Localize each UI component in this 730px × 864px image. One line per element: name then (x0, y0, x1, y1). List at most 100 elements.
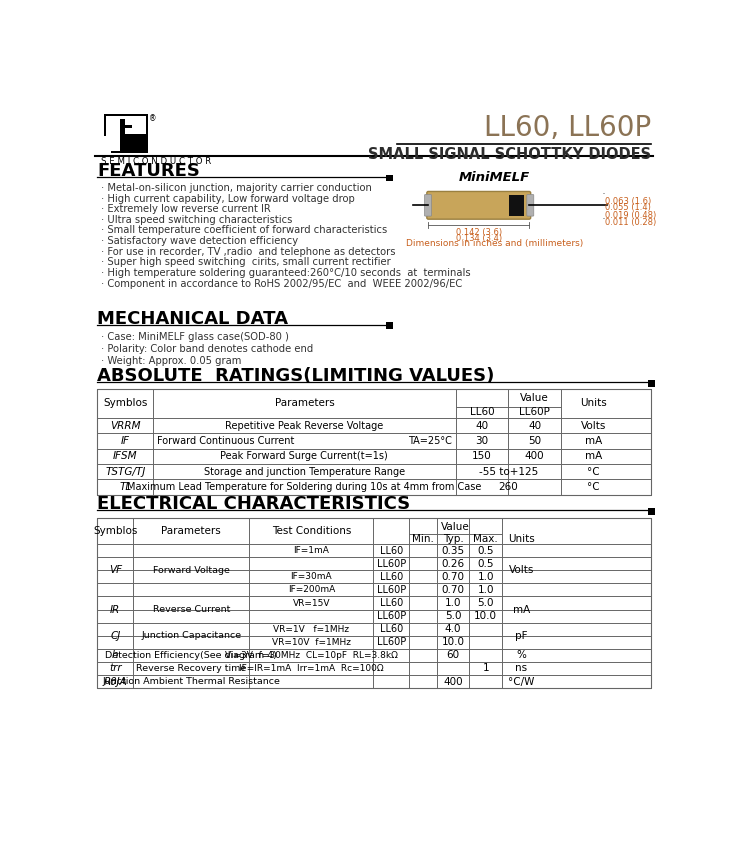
Bar (97, 518, 651, 688)
Text: 1.0: 1.0 (477, 572, 494, 581)
Text: IR: IR (110, 605, 120, 614)
Text: 0.055 (1.4): 0.055 (1.4) (605, 203, 651, 212)
Text: VF: VF (109, 565, 122, 575)
Polygon shape (106, 116, 145, 150)
Text: h: h (112, 651, 118, 660)
Text: 0.019 (0.48): 0.019 (0.48) (605, 212, 656, 220)
Text: Vi=3V  f=30MHz  CL=10pF  RL=3.8kΩ: Vi=3V f=30MHz CL=10pF RL=3.8kΩ (225, 651, 398, 660)
Text: IF=1mA: IF=1mA (293, 546, 329, 556)
Bar (648, 380, 655, 387)
Text: VRRM: VRRM (110, 421, 141, 430)
Text: IF: IF (121, 436, 130, 446)
Text: Units: Units (508, 534, 535, 543)
Text: %: % (516, 651, 526, 660)
Text: IF=200mA: IF=200mA (288, 586, 335, 594)
Bar (103, 113, 147, 153)
Text: CJ: CJ (110, 631, 120, 641)
Text: 50: 50 (528, 436, 541, 446)
Text: Peak Forward Surge Current(t=1s): Peak Forward Surge Current(t=1s) (220, 451, 388, 461)
Text: 0.142 (3.6): 0.142 (3.6) (456, 227, 502, 237)
Text: · Weight: Approx. 0.05 gram: · Weight: Approx. 0.05 gram (101, 356, 241, 366)
Text: VR=10V  f=1MHz: VR=10V f=1MHz (272, 638, 351, 647)
Text: Detection Efficiency(See diagram 4): Detection Efficiency(See diagram 4) (105, 651, 277, 660)
Text: Junction Ambient Thermal Resistance: Junction Ambient Thermal Resistance (102, 677, 280, 686)
Text: 0.134 (3.4): 0.134 (3.4) (456, 234, 502, 243)
Text: · Component in accordance to RoHS 2002/95/EC  and  WEEE 2002/96/EC: · Component in accordance to RoHS 2002/9… (101, 278, 462, 289)
Text: · Case: MiniMELF glass case(SOD-80 ): · Case: MiniMELF glass case(SOD-80 ) (101, 332, 288, 341)
Text: 0.26: 0.26 (442, 559, 465, 569)
Text: · Polarity: Color band denotes cathode end: · Polarity: Color band denotes cathode e… (101, 344, 312, 354)
Text: LL60P: LL60P (377, 559, 406, 569)
Text: Min.: Min. (412, 534, 434, 543)
Text: 1.0: 1.0 (445, 598, 461, 608)
Text: · High current capability, Low forward voltage drop: · High current capability, Low forward v… (101, 194, 354, 204)
Text: VR=1V   f=1MHz: VR=1V f=1MHz (273, 625, 350, 633)
Text: °C/W: °C/W (508, 677, 534, 687)
Text: LL60, LL60P: LL60, LL60P (483, 114, 651, 143)
Text: RθJA: RθJA (104, 677, 127, 687)
Text: ELECTRICAL CHARACTERISTICS: ELECTRICAL CHARACTERISTICS (97, 495, 411, 513)
Text: TL: TL (119, 482, 131, 492)
Text: 0.5: 0.5 (477, 546, 494, 556)
Text: pF: pF (515, 631, 528, 641)
Text: °C: °C (587, 482, 600, 492)
Text: 60: 60 (447, 651, 460, 660)
Text: 0.35: 0.35 (442, 546, 465, 556)
Text: LL60: LL60 (380, 572, 403, 581)
Text: · Extremely low reverse current IR: · Extremely low reverse current IR (101, 204, 270, 214)
Text: · Satisfactory wave detection efficiency: · Satisfactory wave detection efficiency (101, 236, 298, 246)
Text: 10.0: 10.0 (474, 611, 497, 621)
Text: Value: Value (520, 393, 549, 403)
FancyBboxPatch shape (527, 194, 534, 216)
Bar (123, 115, 134, 132)
Text: TA=25°C: TA=25°C (409, 436, 453, 446)
Text: · For use in recorder, TV ,radio  and telephone as detectors: · For use in recorder, TV ,radio and tel… (101, 247, 395, 257)
Text: ABSOLUTE  RATINGS(LIMITING VALUES): ABSOLUTE RATINGS(LIMITING VALUES) (97, 367, 495, 385)
Text: LL60P: LL60P (519, 407, 550, 417)
Text: 0.5: 0.5 (477, 559, 494, 569)
Text: mA: mA (585, 436, 602, 446)
Text: 400: 400 (525, 451, 545, 461)
Text: 0.063 (1.6): 0.063 (1.6) (605, 197, 651, 206)
Text: Volts: Volts (509, 565, 534, 575)
Bar (103, 113, 150, 154)
Text: · High temperature soldering guaranteed:260°C/10 seconds  at  terminals: · High temperature soldering guaranteed:… (101, 268, 470, 278)
Text: LL60P: LL60P (377, 611, 406, 621)
Text: IF=30mA: IF=30mA (291, 572, 332, 581)
Text: Forward Voltage: Forward Voltage (153, 566, 230, 575)
Bar (105, 147, 120, 150)
Text: 40: 40 (528, 421, 541, 430)
Text: 0.011 (0.28): 0.011 (0.28) (605, 218, 656, 226)
Text: 260: 260 (499, 482, 518, 492)
Text: ®: ® (149, 114, 156, 124)
Text: mA: mA (512, 605, 530, 614)
Text: Typ.: Typ. (443, 534, 464, 543)
Bar (385, 322, 393, 329)
Text: Volts: Volts (581, 421, 606, 430)
Text: 4.0: 4.0 (445, 624, 461, 634)
Text: 0.70: 0.70 (442, 585, 465, 595)
Text: LL60P: LL60P (377, 585, 406, 595)
Bar (97, 389, 651, 495)
Text: IFSM: IFSM (113, 451, 138, 461)
Text: Reverse Current: Reverse Current (153, 605, 230, 614)
Text: LL60: LL60 (380, 598, 403, 608)
Text: Storage and junction Temperature Range: Storage and junction Temperature Range (204, 467, 405, 477)
Text: LL60: LL60 (469, 407, 494, 417)
Polygon shape (106, 135, 114, 150)
Bar (648, 508, 655, 515)
Text: mA: mA (585, 451, 602, 461)
Bar (123, 139, 134, 150)
Text: SMALL SIGNAL SCHOTTKY DIODES: SMALL SIGNAL SCHOTTKY DIODES (368, 147, 651, 162)
Bar (105, 134, 111, 150)
Text: 150: 150 (472, 451, 492, 461)
Bar (123, 135, 134, 138)
Text: MECHANICAL DATA: MECHANICAL DATA (97, 310, 288, 328)
Text: Parameters: Parameters (161, 526, 221, 536)
Text: · Ultra speed switching characteristics: · Ultra speed switching characteristics (101, 215, 292, 225)
Text: 10.0: 10.0 (442, 638, 465, 647)
Text: Symblos: Symblos (93, 526, 137, 536)
Text: °C: °C (587, 467, 600, 477)
Text: VR=15V: VR=15V (293, 599, 330, 607)
Bar (509, 194, 524, 216)
